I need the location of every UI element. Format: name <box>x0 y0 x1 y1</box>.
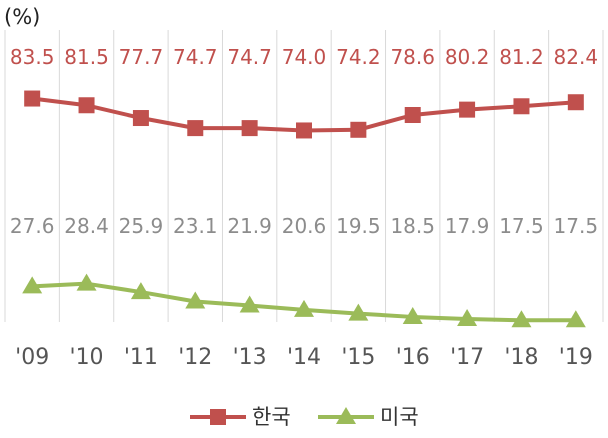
data-label: 78.6 <box>390 45 435 69</box>
data-label: 17.5 <box>499 214 544 238</box>
data-label: 17.9 <box>445 214 490 238</box>
legend-label: 한국 <box>252 405 291 429</box>
x-tick-label: '18 <box>504 345 538 370</box>
data-label: 82.4 <box>554 45 599 69</box>
x-tick-label: '10 <box>70 345 104 370</box>
data-label: 21.9 <box>227 214 272 238</box>
grid <box>4 30 604 322</box>
data-label: 19.5 <box>336 214 381 238</box>
data-point <box>404 107 421 124</box>
data-label: 81.5 <box>64 45 109 69</box>
data-label: 83.5 <box>10 45 55 69</box>
data-point <box>78 97 95 114</box>
x-tick-label: '15 <box>341 345 375 370</box>
data-point <box>511 310 532 328</box>
x-tick-label: '14 <box>287 345 321 370</box>
data-label: 74.7 <box>227 45 272 69</box>
data-label: 28.4 <box>64 214 109 238</box>
legend-label: 미국 <box>380 405 419 429</box>
data-point <box>294 299 314 317</box>
data-point <box>130 282 151 300</box>
data-label: 74.0 <box>282 45 327 69</box>
data-point <box>459 101 476 118</box>
x-tick-label: '11 <box>124 345 158 370</box>
data-point <box>22 276 43 294</box>
legend-item: 미국 <box>318 405 419 429</box>
x-tick-label: '13 <box>233 345 267 370</box>
data-point <box>24 90 41 107</box>
data-label: 74.2 <box>336 45 381 69</box>
series-2 <box>22 273 586 328</box>
data-label: 81.2 <box>499 45 544 69</box>
data-label: 77.7 <box>119 45 164 69</box>
y-unit-label: (%) <box>4 5 40 29</box>
data-label: 74.7 <box>173 45 218 69</box>
legend: 한국 미국 <box>190 405 419 429</box>
data-point <box>513 98 530 115</box>
data-point <box>296 122 312 139</box>
legend-marker <box>210 409 226 425</box>
data-label: 80.2 <box>445 45 490 69</box>
data-point <box>348 303 369 321</box>
data-point <box>239 295 260 313</box>
data-point <box>567 94 584 111</box>
data-point <box>187 120 204 137</box>
x-tick-label: '17 <box>450 345 484 370</box>
x-tick-label: '19 <box>559 345 593 370</box>
data-label: 20.6 <box>282 214 327 238</box>
data-point <box>132 110 149 127</box>
data-label: 23.1 <box>173 214 218 238</box>
data-point <box>76 273 97 291</box>
data-point <box>402 306 423 324</box>
data-point <box>565 310 586 328</box>
x-tick-label: '09 <box>15 345 49 370</box>
data-point <box>457 308 478 326</box>
legend-marker <box>336 407 356 424</box>
data-point <box>350 121 367 138</box>
series-1 <box>24 90 584 139</box>
data-label: 25.9 <box>119 214 164 238</box>
x-tick-label: '12 <box>178 345 212 370</box>
data-point <box>185 291 206 309</box>
data-label: 27.6 <box>10 214 55 238</box>
data-label: 17.5 <box>554 214 599 238</box>
x-tick-label: '16 <box>396 345 430 370</box>
data-labels: 83.5 81.5 77.7 74.7 74.7 74.0 74.2 78.6 80.2 81.2… <box>10 45 598 238</box>
data-label: 18.5 <box>390 214 435 238</box>
legend-item: 한국 <box>190 405 291 429</box>
x-axis-ticks: '09 '10 '11 '12 '13 '14 '15 '16 '17 '18 '19 <box>15 345 593 370</box>
data-point <box>241 120 258 137</box>
series-layer <box>22 90 586 328</box>
